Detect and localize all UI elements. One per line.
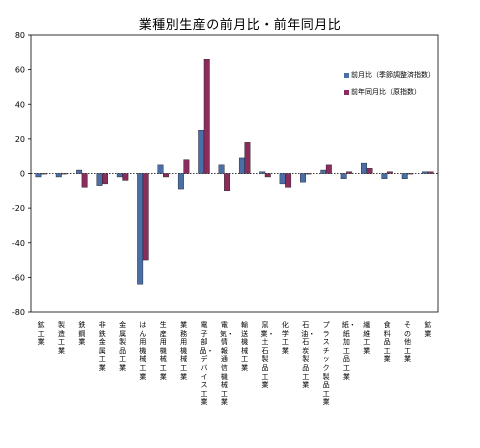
x-tick-label: 電子部品・デバイス工業: [199, 321, 214, 407]
bar-yoy: [407, 173, 414, 175]
bar-mom: [401, 173, 408, 179]
bar-yoy: [224, 173, 231, 192]
bar-yoy: [325, 164, 332, 174]
bar-mom: [279, 173, 286, 185]
y-tick-label: 40: [15, 100, 25, 109]
bar-mom: [238, 157, 245, 174]
legend-swatch-yoy: [344, 89, 349, 95]
x-tick-label: プラスチック製品工業: [322, 321, 330, 407]
bar-mom: [35, 173, 42, 178]
bar-mom: [55, 173, 62, 178]
x-tick-label: 石油・石炭製品工業: [301, 321, 316, 390]
bar-yoy: [102, 173, 108, 185]
y-tick-label: 0: [20, 170, 25, 179]
bar-mom: [137, 173, 144, 285]
bar-mom: [198, 130, 205, 174]
x-tick-label: 業務用機械工業: [180, 321, 188, 381]
bar-mom: [300, 173, 306, 183]
y-tick-label: -20: [12, 204, 25, 213]
y-tick-label: -60: [12, 273, 25, 282]
bar-yoy: [366, 168, 373, 174]
y-tick-label: 80: [15, 31, 25, 40]
bar-yoy: [183, 159, 190, 174]
legend-item-mom: 前月比（季節調整済指数）: [344, 70, 435, 80]
bar-yoy: [122, 173, 129, 181]
x-tick-label: 金属製品工業: [119, 321, 127, 372]
bar-mom: [340, 173, 347, 179]
x-tick-label: 窯業・土石製品工業: [260, 321, 275, 390]
bar-yoy: [61, 173, 68, 175]
legend-label-mom: 前月比（季節調整済指数）: [351, 71, 435, 79]
x-tick-label: 製造工業: [58, 321, 66, 355]
bar-yoy: [305, 173, 312, 175]
bar-mom: [177, 173, 184, 190]
legend: 前月比（季節調整済指数） 前年同月比（原指数）: [344, 70, 435, 104]
bar-mom: [422, 171, 429, 174]
bar-mom: [76, 169, 83, 174]
bar-yoy: [40, 173, 47, 175]
bar-yoy: [285, 173, 292, 188]
bar-mom: [320, 169, 327, 174]
x-tick-label: その他工業: [403, 321, 411, 364]
x-tick-label: 鉱業: [424, 321, 432, 338]
y-tick-label: 60: [15, 66, 25, 75]
legend-swatch-mom: [344, 72, 349, 78]
bar-mom: [259, 171, 266, 174]
bar-yoy: [142, 173, 149, 261]
x-tick-label: 生産用機械工業: [159, 321, 167, 381]
bar-yoy: [427, 171, 434, 174]
x-tick-label: 輸送機械工業: [241, 321, 249, 372]
x-tick-label: 繊維工業: [363, 321, 371, 355]
x-tick-label: 非鉄金属工業: [98, 321, 106, 372]
bar-mom: [116, 173, 123, 178]
bar-mom: [361, 162, 367, 174]
bar-mom: [381, 173, 388, 179]
bar-yoy: [386, 171, 393, 174]
x-tick-label: 紙・紙加工品工業: [341, 321, 356, 381]
bar-mom: [96, 173, 103, 186]
bar-yoy: [81, 173, 88, 188]
x-tick-label: 電気・情報通信機械工業: [219, 321, 234, 407]
bar-yoy: [264, 173, 271, 178]
bar-yoy: [163, 173, 169, 178]
x-tick-label: 鉱工業: [37, 321, 45, 347]
bar-mom: [157, 164, 164, 174]
legend-label-yoy: 前年同月比（原指数）: [351, 88, 421, 96]
legend-item-yoy: 前年同月比（原指数）: [344, 87, 435, 97]
bar-yoy: [244, 142, 251, 174]
chart-title: 業種別生産の前月比・前年同月比: [138, 18, 342, 33]
x-tick-label: はん用機械工業: [139, 321, 147, 381]
y-tick-label: 20: [15, 135, 25, 144]
x-tick-label: 食料品工業: [383, 321, 391, 364]
bar-yoy: [203, 59, 210, 174]
bar-yoy: [346, 171, 353, 174]
y-tick-label: -80: [12, 308, 25, 317]
x-tick-label: 化学工業: [281, 321, 289, 355]
x-tick-label: 鉄鋼業: [78, 321, 86, 347]
bar-mom: [218, 164, 225, 174]
y-tick-label: -40: [12, 239, 25, 248]
